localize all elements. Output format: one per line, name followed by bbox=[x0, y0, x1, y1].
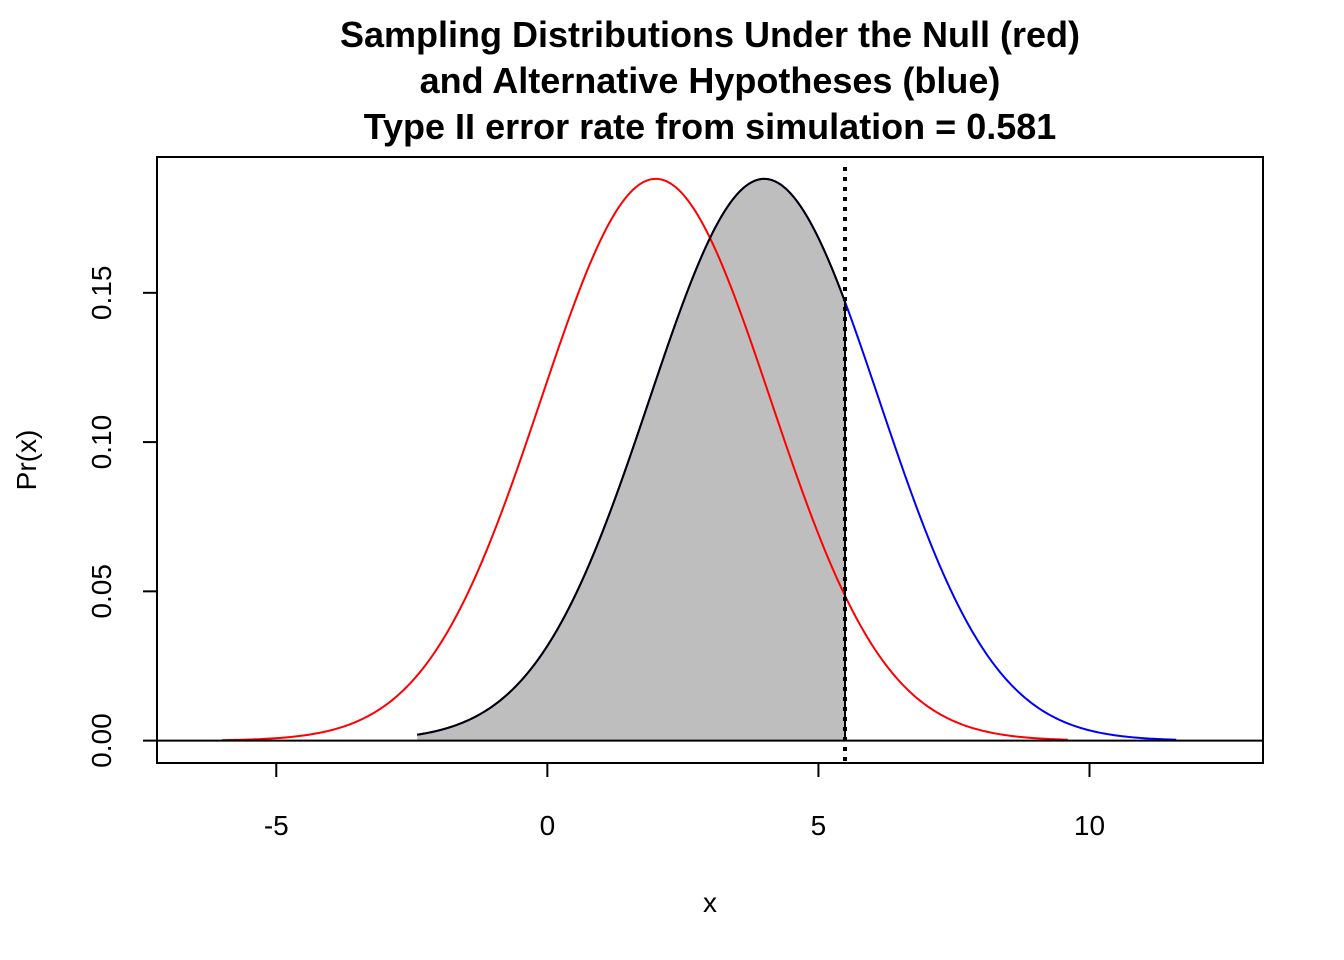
curves-layer bbox=[222, 177, 1177, 742]
null-distribution-curve bbox=[222, 177, 1068, 742]
x-tick-label: 0 bbox=[540, 810, 556, 841]
x-axis-label: x bbox=[703, 887, 717, 918]
y-axis-label: Pr(x) bbox=[11, 430, 42, 491]
x-tick-label: 10 bbox=[1074, 810, 1105, 841]
shaded-area-outline bbox=[417, 177, 846, 741]
y-tick-label: 0.05 bbox=[86, 564, 117, 619]
reference-lines-layer bbox=[157, 167, 1263, 763]
y-tick-label: 0.15 bbox=[86, 266, 117, 321]
title-line-2: and Alternative Hypotheses (blue) bbox=[420, 60, 1001, 101]
y-tick-label: 0.00 bbox=[86, 713, 117, 768]
title-line-1: Sampling Distributions Under the Null (r… bbox=[340, 14, 1080, 55]
title-line-3: Type II error rate from simulation = 0.5… bbox=[364, 106, 1057, 147]
shaded-region-layer bbox=[417, 178, 845, 741]
chart-title: Sampling Distributions Under the Null (r… bbox=[340, 14, 1080, 147]
y-axis: 0.00 0.05 0.10 0.15 bbox=[86, 266, 158, 768]
y-tick-label: 0.10 bbox=[86, 415, 117, 470]
shaded-area bbox=[417, 178, 845, 741]
x-tick-label: -5 bbox=[264, 810, 289, 841]
x-axis: -5 0 5 10 bbox=[264, 762, 1105, 841]
x-tick-label: 5 bbox=[811, 810, 827, 841]
